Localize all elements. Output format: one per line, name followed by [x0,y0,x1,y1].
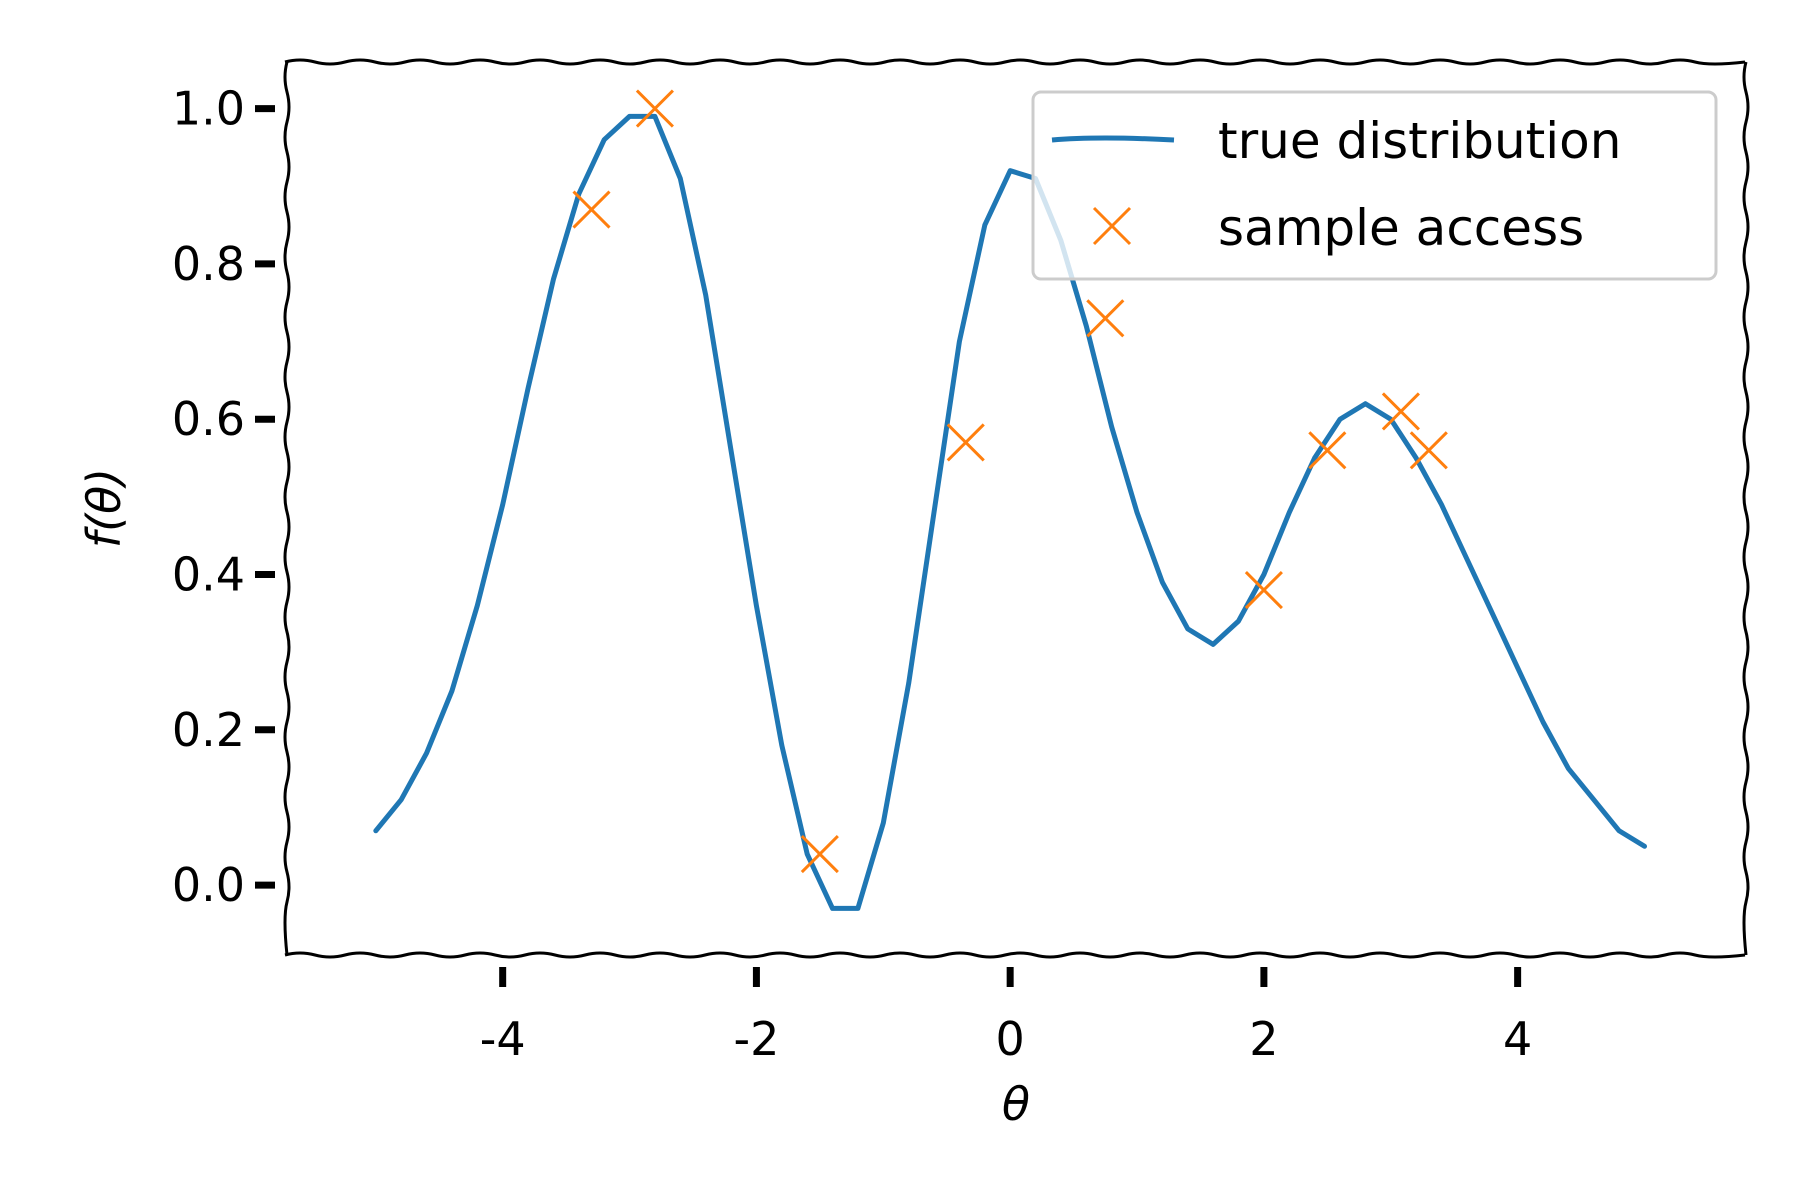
sample-point [1086,299,1125,338]
x-tick-label: 4 [1503,1012,1532,1066]
true-distribution-line [373,113,1647,911]
sample-point [572,190,611,229]
y-tick-label: 0.8 [172,237,245,291]
x-tick-label: 0 [996,1012,1025,1066]
series-layer [373,89,1647,911]
legend: true distribution sample access [1031,90,1718,281]
x-tick-label: -4 [480,1012,526,1066]
plot-frame [283,58,1750,959]
x-tick-label: -2 [733,1012,779,1066]
sample-point [635,89,674,128]
sample-point [1244,570,1283,610]
sample-point [1308,431,1347,470]
legend-label-sample-access: sample access [1218,199,1584,257]
legend-line-swatch [1051,135,1175,143]
y-tick-label: 1.0 [172,82,245,136]
frame-top [284,58,1746,66]
legend-label-true-distribution: true distribution [1218,112,1621,170]
y-tick-label: 0.4 [172,548,245,602]
y-tick-label: 0.2 [172,703,245,757]
frame-right [1742,61,1750,956]
x-axis-label: θ [1002,1077,1030,1131]
axis-ticks: -4 -2 0 2 4 0.0 0.2 0.4 0.6 0.8 1.0 [172,82,1532,1066]
x-tick-label: 2 [1249,1012,1278,1066]
sample-point [1409,431,1448,470]
sample-point [946,423,985,462]
legend-marker-swatch [1092,206,1132,246]
sample-point [1381,392,1420,431]
frame-bottom [284,951,1746,959]
frame-left [283,61,291,956]
y-tick-label: 0.0 [172,858,245,912]
legend-box [1031,90,1718,281]
y-axis-label: f(θ) [77,468,131,548]
y-tick-label: 0.6 [172,392,245,446]
sample-point [800,834,839,874]
